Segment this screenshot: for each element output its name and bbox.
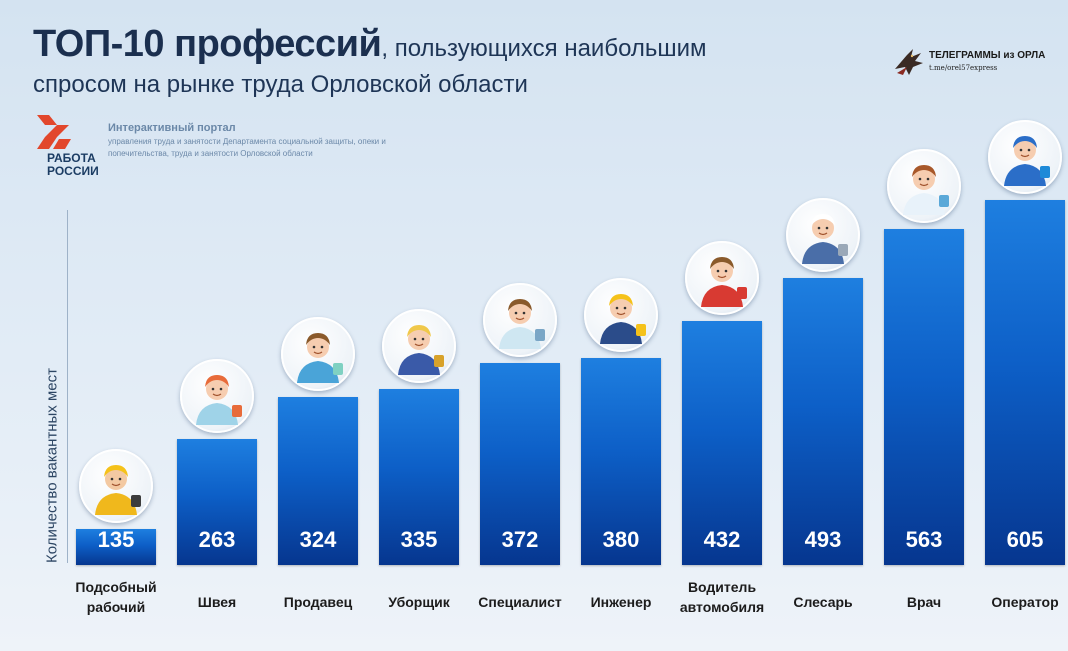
category-label: Подсобный рабочий — [75, 579, 157, 615]
bar-value-label: 324 — [299, 527, 337, 552]
category-label: Специалист — [478, 594, 562, 610]
bar-value-label: 135 — [97, 527, 135, 552]
y-axis-line — [67, 210, 68, 563]
portal-title: Интерактивный портал — [108, 122, 236, 134]
doctor-icon — [887, 149, 961, 224]
specialist-icon — [483, 283, 557, 358]
engineer-icon — [584, 277, 658, 352]
worker-icon — [79, 449, 153, 523]
eagle-icon — [895, 49, 923, 75]
bar-6 — [581, 357, 661, 565]
portal-subtitle: управления труда и занятости Департамент… — [108, 137, 386, 158]
category-label: Швея — [197, 594, 237, 610]
rabota-rossii-text: РАБОТА РОССИИ — [47, 151, 99, 178]
category-label: Водитель автомобиля — [679, 579, 765, 615]
rabota-rossii-logo-icon — [37, 115, 71, 149]
salesperson-icon — [281, 316, 355, 391]
bar-value-label: 372 — [501, 527, 539, 552]
cleaner-icon — [382, 309, 456, 383]
bar-value-label: 432 — [703, 527, 741, 552]
bar-value-label: 335 — [400, 527, 438, 552]
category-label: Уборщик — [388, 594, 450, 610]
driver-icon — [685, 241, 759, 316]
bar-value-label: 493 — [804, 527, 842, 552]
bar-5 — [480, 363, 560, 565]
rabota-rossii-logo: РАБОТА РОССИИ — [35, 113, 115, 183]
category-label: Врач — [906, 594, 942, 610]
bar-7 — [682, 321, 762, 565]
bar-value-label: 563 — [905, 527, 943, 552]
category-label: Продавец — [283, 594, 353, 610]
bar-8 — [783, 278, 863, 565]
y-axis-label: Количество вакантных мест — [43, 368, 61, 564]
bar-4 — [379, 389, 459, 565]
bar-2 — [177, 439, 257, 565]
telegram-link[interactable]: t.me/orel57express — [929, 64, 998, 72]
portal-info: Интерактивный портал управления труда и … — [108, 122, 408, 160]
bar-3 — [278, 396, 358, 565]
category-label: Инженер — [590, 594, 652, 610]
title-bold: ТОП-10 профессий — [33, 23, 382, 65]
seamstress-icon — [180, 359, 254, 434]
bar-value-label: 380 — [602, 527, 640, 552]
title-rest: , пользующихся наибольшим — [381, 35, 707, 62]
page-title: ТОП-10 профессий, пользующихся наибольши… — [33, 20, 853, 101]
telegram-title: ТЕЛЕГРАММЫ из ОРЛА — [929, 50, 1046, 61]
locksmith-icon — [786, 198, 860, 273]
bar-9 — [884, 229, 964, 565]
title-line2: спросом на рынке труда Орловской области — [33, 71, 528, 99]
category-label: Слесарь — [793, 594, 853, 610]
bar-value-label: 263 — [198, 527, 236, 552]
operator-icon — [988, 120, 1062, 194]
bar-1 — [76, 529, 156, 565]
telegram-logo: ТЕЛЕГРАММЫ из ОРЛА t.me/orel57express — [893, 47, 1053, 81]
bar-value-label: 605 — [1006, 527, 1044, 552]
category-label: Оператор — [991, 594, 1059, 610]
bar-10 — [985, 200, 1065, 565]
